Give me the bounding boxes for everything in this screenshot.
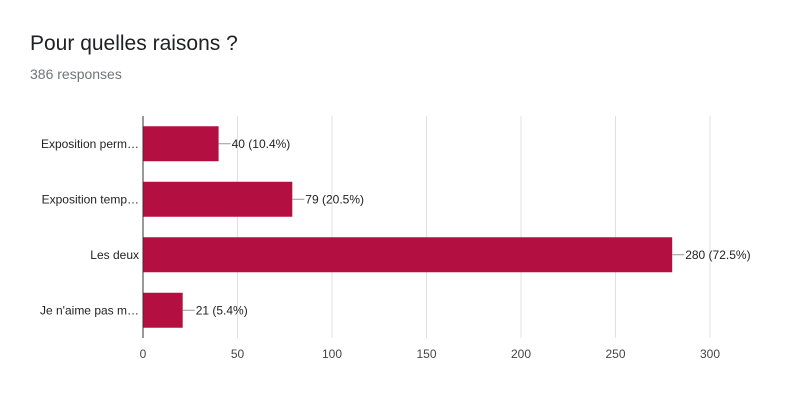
x-tick-label: 150 (416, 347, 436, 361)
response-count: 386 responses (30, 66, 122, 82)
x-tick-label: 200 (511, 347, 531, 361)
bar (143, 181, 293, 217)
x-tick-label: 300 (700, 347, 720, 361)
bar (143, 126, 219, 162)
category-label: Exposition temp… (42, 192, 139, 206)
data-label: 21 (5.4%) (196, 303, 248, 317)
bar (143, 237, 673, 273)
x-tick-label: 250 (605, 347, 625, 361)
chart-header: Pour quelles raisons ? 386 responses (30, 30, 238, 82)
chart-title: Pour quelles raisons ? (30, 32, 238, 55)
category-label: Je n'aime pas m… (40, 303, 139, 317)
x-tick-label: 0 (140, 347, 147, 361)
data-label: 280 (72.5%) (685, 248, 750, 262)
bar (143, 292, 183, 328)
data-label: 40 (10.4%) (232, 137, 291, 151)
x-tick-label: 100 (322, 347, 342, 361)
category-label: Exposition perm… (41, 137, 139, 151)
data-label: 79 (20.5%) (305, 192, 364, 206)
category-label: Les deux (90, 248, 139, 262)
x-tick-label: 50 (231, 347, 245, 361)
